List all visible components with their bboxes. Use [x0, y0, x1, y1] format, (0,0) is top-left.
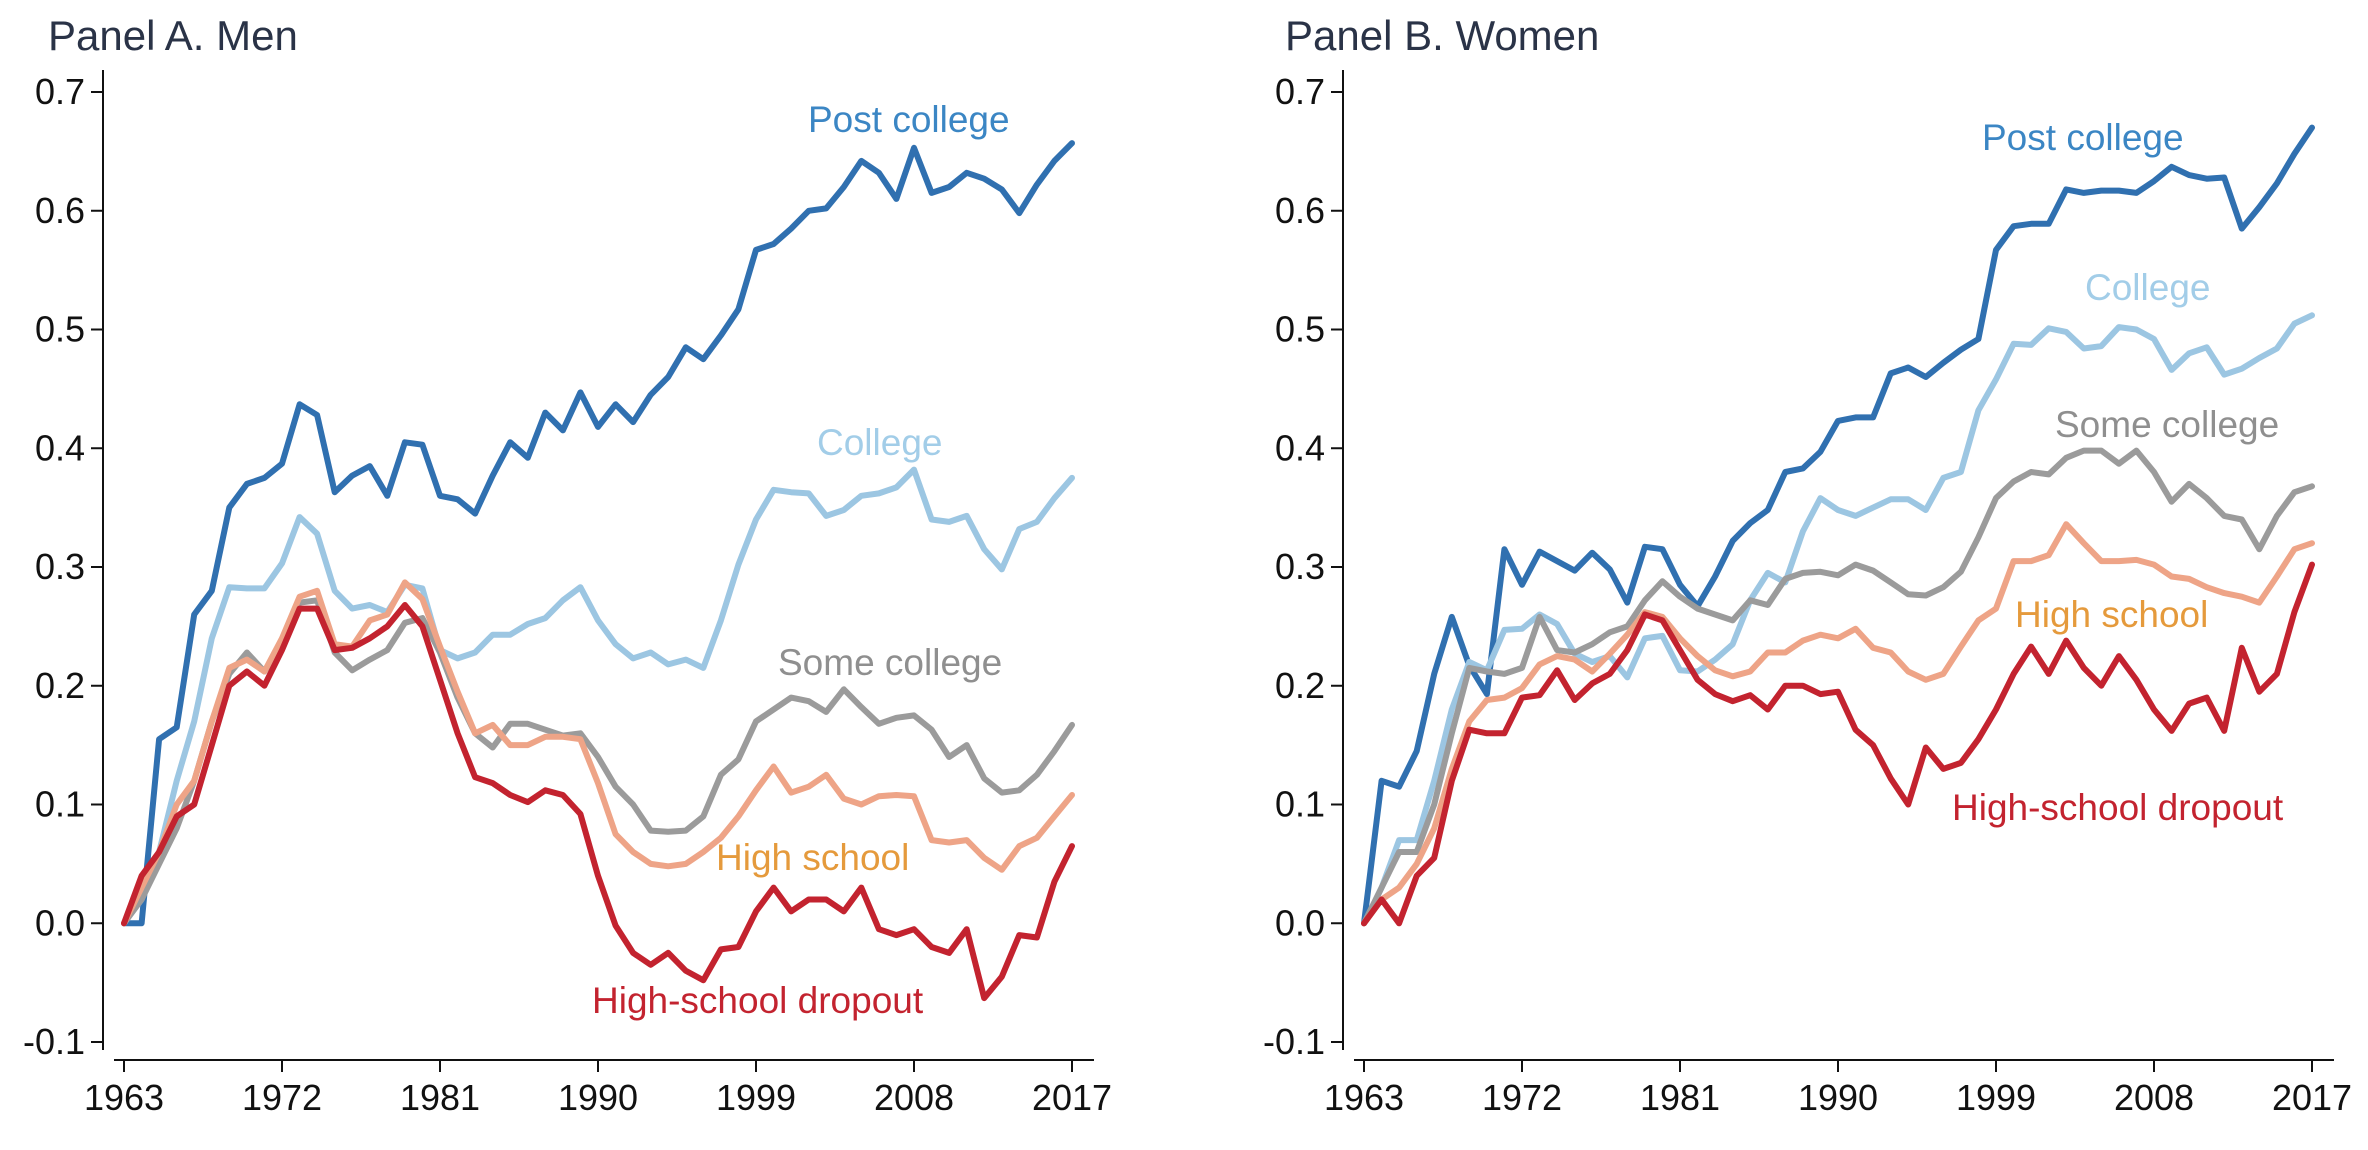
panel-a-y-tick-label: 0.6 — [35, 190, 85, 231]
panel-b-y-tick-label: 0.1 — [1275, 784, 1325, 825]
panel-a-y-tick-label: 0.3 — [35, 546, 85, 587]
panel-b-x-tick-label: 1981 — [1640, 1077, 1720, 1118]
panel-a-series-labels: Post college College Some college High s… — [592, 99, 1010, 1021]
panel-a-line-college — [121, 466, 1075, 927]
panel-b-line-college — [1361, 312, 2315, 927]
panel-a-x-tick-label: 1981 — [400, 1077, 480, 1118]
panel-b-y-tick-label: 0.0 — [1275, 902, 1325, 943]
panel-a-x-tick-label: 1990 — [558, 1077, 638, 1118]
panel-a-y-tick-label: -0.1 — [23, 1021, 85, 1062]
panel-b-x-tick-label: 1990 — [1798, 1077, 1878, 1118]
panel-b-series-labels: Post college College Some college High s… — [1952, 117, 2284, 828]
panel-a-y-tick-label: 0.4 — [35, 427, 85, 468]
panel-a-y-tick-label: 0.0 — [35, 902, 85, 943]
panel-b-line-post-college — [1361, 124, 2315, 927]
panel-b-y-axis: -0.1 0.0 0.1 0.2 0.3 0.4 0.5 0.6 0.7 — [1263, 70, 1344, 1062]
panel-b-x-tick-label: 1972 — [1482, 1077, 1562, 1118]
panel-a-y-tick-label: 0.2 — [35, 665, 85, 706]
panel-b-line-some-college — [1361, 447, 2315, 927]
panel-a-men: Panel A. Men -0.1 0.0 0.1 0.2 0.3 0.4 0.5 0.6 0.… — [23, 12, 1112, 1118]
label-high-school-dropout: High-school dropout — [592, 980, 924, 1021]
panel-a-y-tick-label: 0.5 — [35, 309, 85, 350]
panel-a-y-tick-label: 0.7 — [35, 71, 85, 112]
panel-b-title: Panel B. Women — [1285, 12, 1599, 59]
panel-a-lines — [121, 140, 1075, 1002]
label-post-college: Post college — [808, 99, 1010, 140]
panel-b-x-axis: 1963 1972 1981 1990 1999 2008 2017 — [1324, 1059, 2352, 1118]
label-some-college: Some college — [2055, 404, 2279, 445]
panel-b-y-tick-label: 0.3 — [1275, 546, 1325, 587]
label-some-college: Some college — [778, 642, 1002, 683]
panel-a-x-tick-label: 1963 — [84, 1077, 164, 1118]
panel-b-y-tick-label: 0.2 — [1275, 665, 1325, 706]
panel-b-y-tick-label: 0.5 — [1275, 309, 1325, 350]
panel-b-y-tick-label: 0.4 — [1275, 427, 1325, 468]
panel-b-x-tick-label: 1999 — [1956, 1077, 2036, 1118]
label-high-school-dropout: High-school dropout — [1952, 787, 2284, 828]
panel-a-line-high-school-dropout — [121, 602, 1075, 1002]
panel-a-x-tick-label: 1972 — [242, 1077, 322, 1118]
panel-b-x-tick-label: 1963 — [1324, 1077, 1404, 1118]
panel-b-lines — [1361, 124, 2315, 927]
panel-a-x-tick-label: 2008 — [874, 1077, 954, 1118]
panel-b-y-tick-label: 0.7 — [1275, 71, 1325, 112]
panel-b-line-high-school — [1361, 521, 2315, 927]
panel-b-y-tick-label: -0.1 — [1263, 1021, 1325, 1062]
panel-a-x-tick-label: 2017 — [1032, 1077, 1112, 1118]
label-high-school: High school — [2015, 594, 2208, 635]
panel-b-line-high-school-dropout — [1361, 561, 2315, 927]
panel-b-y-tick-label: 0.6 — [1275, 190, 1325, 231]
panel-b-x-tick-label: 2017 — [2272, 1077, 2352, 1118]
panel-a-y-tick-label: 0.1 — [35, 784, 85, 825]
panel-a-y-axis: -0.1 0.0 0.1 0.2 0.3 0.4 0.5 0.6 0.7 — [23, 70, 104, 1062]
label-college: College — [2085, 267, 2210, 308]
panel-a-x-axis: 1963 1972 1981 1990 1999 2008 2017 — [84, 1059, 1112, 1118]
panel-a-line-post-college — [121, 140, 1075, 927]
panel-a-line-high-school — [121, 579, 1075, 927]
label-college: College — [817, 422, 942, 463]
panel-a-title: Panel A. Men — [48, 12, 298, 59]
panel-b-x-tick-label: 2008 — [2114, 1077, 2194, 1118]
label-high-school: High school — [716, 837, 909, 878]
panel-b-women: Panel B. Women -0.1 0.0 0.1 0.2 0.3 0.4 0.5 0.6… — [1263, 12, 2352, 1118]
label-post-college: Post college — [1982, 117, 2184, 158]
panel-a-x-tick-label: 1999 — [716, 1077, 796, 1118]
